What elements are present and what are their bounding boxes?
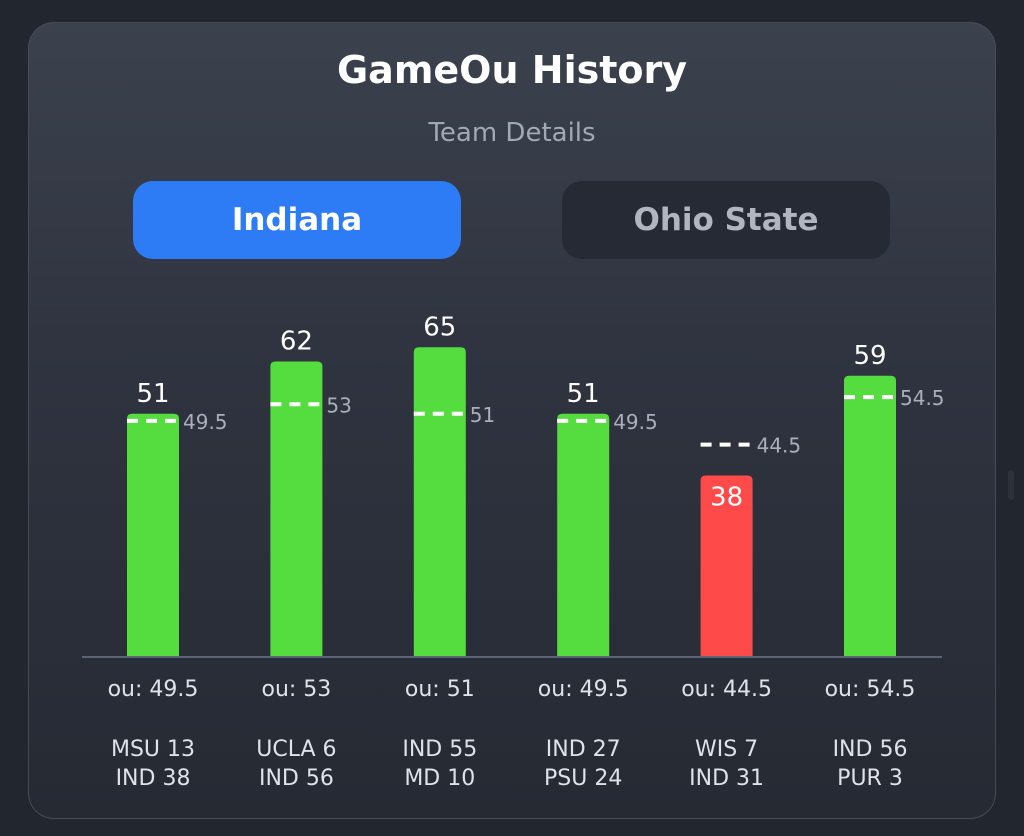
tab-ohio-state[interactable]: Ohio State xyxy=(562,181,890,259)
ou-line-label: 49.5 xyxy=(183,410,228,434)
category-label: PUR 3 xyxy=(837,766,903,791)
ou-line-label: 49.5 xyxy=(613,410,658,434)
ou-line-label: 54.5 xyxy=(900,386,945,410)
bar xyxy=(844,375,896,656)
category-label: MD 10 xyxy=(404,766,475,791)
ou-line-label: 53 xyxy=(326,393,351,417)
category-label: IND 27 xyxy=(546,737,621,762)
value-label: 65 xyxy=(423,312,456,342)
category-label: IND 56 xyxy=(833,737,908,762)
bar xyxy=(127,413,179,656)
value-label: 62 xyxy=(280,327,313,357)
value-label: 38 xyxy=(710,483,743,513)
scrollbar[interactable] xyxy=(1008,470,1014,500)
ou-line-label: 51 xyxy=(470,403,495,427)
page-title: GameOu History xyxy=(336,48,687,92)
page-subtitle: Team Details xyxy=(428,118,596,148)
category-label: MSU 13 xyxy=(111,737,195,762)
ou-tick-label: ou: 54.5 xyxy=(825,677,916,702)
ou-tick-label: ou: 53 xyxy=(261,677,331,702)
value-label: 51 xyxy=(136,379,169,409)
value-label: 51 xyxy=(567,379,600,409)
ou-tick-label: ou: 51 xyxy=(405,677,475,702)
bar xyxy=(270,361,323,656)
category-label: WIS 7 xyxy=(695,737,758,762)
category-label: IND 56 xyxy=(259,766,334,791)
category-label: IND 31 xyxy=(689,766,764,791)
value-label: 59 xyxy=(853,341,886,371)
bar xyxy=(557,413,610,656)
bar xyxy=(413,347,466,656)
tab-indiana[interactable]: Indiana xyxy=(133,181,461,259)
category-label: PSU 24 xyxy=(544,766,622,791)
category-label: IND 55 xyxy=(402,737,477,762)
chart-card xyxy=(28,22,996,819)
ou-tick-label: ou: 44.5 xyxy=(681,677,772,702)
bar xyxy=(700,475,753,656)
category-label: UCLA 6 xyxy=(256,737,336,762)
ou-tick-label: ou: 49.5 xyxy=(538,677,629,702)
ou-tick-label: ou: 49.5 xyxy=(108,677,199,702)
ou-line-label: 44.5 xyxy=(757,434,802,458)
category-label: IND 38 xyxy=(116,766,191,791)
